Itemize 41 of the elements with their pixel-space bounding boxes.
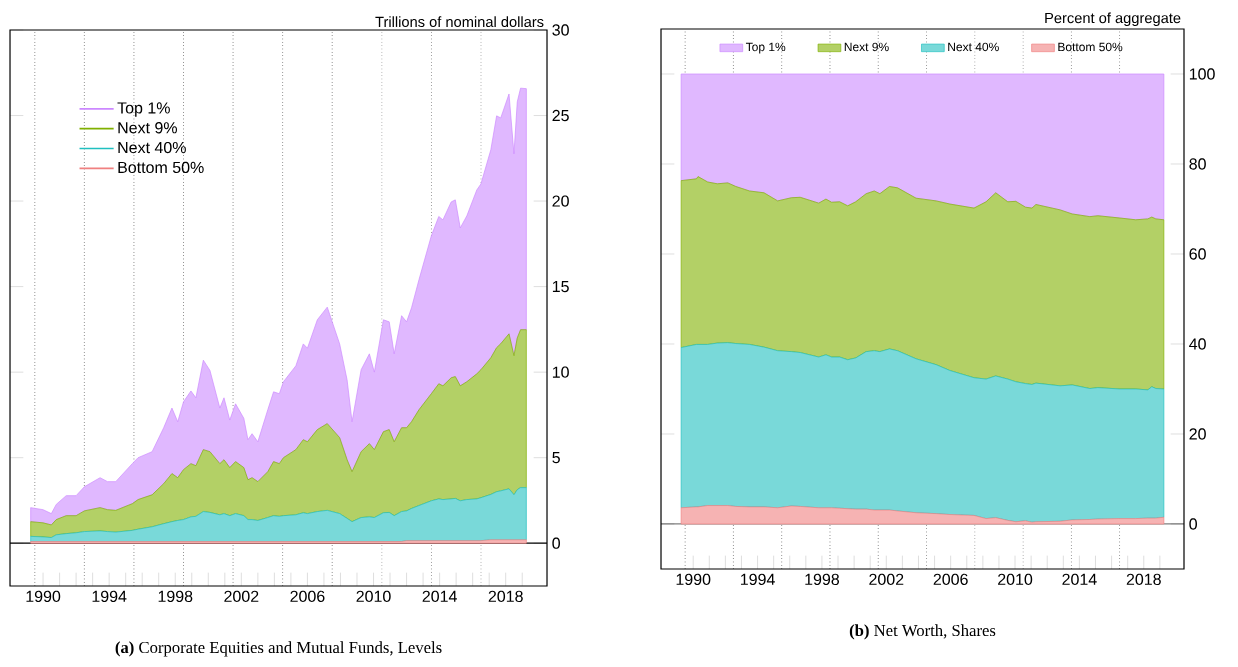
legend-label: Next 40% bbox=[118, 141, 186, 154]
x-tick-label: 1990 bbox=[26, 590, 61, 603]
x-tick-label: 2014 bbox=[422, 590, 457, 603]
legend-label: Next 9% bbox=[118, 122, 177, 134]
y-tick-label: 100 bbox=[1189, 68, 1215, 80]
y-axis-title: Trillions of nominal dollars bbox=[375, 16, 544, 28]
y-tick-label: 5 bbox=[552, 452, 560, 464]
legend-label: Bottom 50% bbox=[118, 161, 204, 174]
x-tick-label: 2010 bbox=[998, 573, 1033, 586]
x-tick-label: 2014 bbox=[1062, 573, 1097, 586]
y-tick-label: 80 bbox=[1189, 158, 1206, 170]
x-tick-label: 1998 bbox=[158, 590, 193, 603]
y-tick-label: 0 bbox=[1189, 518, 1197, 530]
text: (a) Corporate Equities and Mutual Funds, Levels bbox=[115, 641, 442, 657]
x-tick-label: 2018 bbox=[488, 590, 523, 603]
text: (b) Net Worth, Shares bbox=[849, 624, 996, 640]
x-tick-label: 1990 bbox=[676, 573, 711, 586]
x-tick-label: 1994 bbox=[740, 573, 775, 586]
x-tick-label: 2002 bbox=[224, 590, 259, 603]
y-axis-title: Percent of aggregate bbox=[1045, 12, 1181, 27]
x-tick-label: 2006 bbox=[933, 573, 968, 586]
y-tick-label: 0 bbox=[552, 537, 560, 549]
y-tick-label: 20 bbox=[552, 195, 569, 207]
legend-label: Next 40% bbox=[948, 42, 999, 52]
x-tick-label: 2006 bbox=[290, 590, 325, 603]
x-tick-label: 2010 bbox=[356, 590, 391, 603]
x-tick-label: 1998 bbox=[805, 573, 840, 586]
y-tick-label: 40 bbox=[1189, 338, 1206, 350]
legend-label: Top 1% bbox=[117, 102, 170, 117]
y-tick-label: 30 bbox=[552, 24, 569, 36]
y-tick-label: 25 bbox=[552, 109, 569, 122]
x-tick-label: 2018 bbox=[1126, 573, 1161, 586]
y-tick-label: 20 bbox=[1189, 428, 1206, 440]
legend-label: Bottom 50% bbox=[1058, 42, 1123, 52]
y-tick-label: 15 bbox=[552, 281, 569, 293]
y-tick-label: 60 bbox=[1189, 248, 1206, 260]
legend-label: Next 9% bbox=[844, 42, 889, 52]
legend-label: Top 1% bbox=[745, 42, 786, 54]
y-tick-label: 10 bbox=[552, 366, 569, 378]
x-tick-label: 1994 bbox=[92, 590, 127, 603]
x-tick-label: 2002 bbox=[869, 573, 904, 586]
